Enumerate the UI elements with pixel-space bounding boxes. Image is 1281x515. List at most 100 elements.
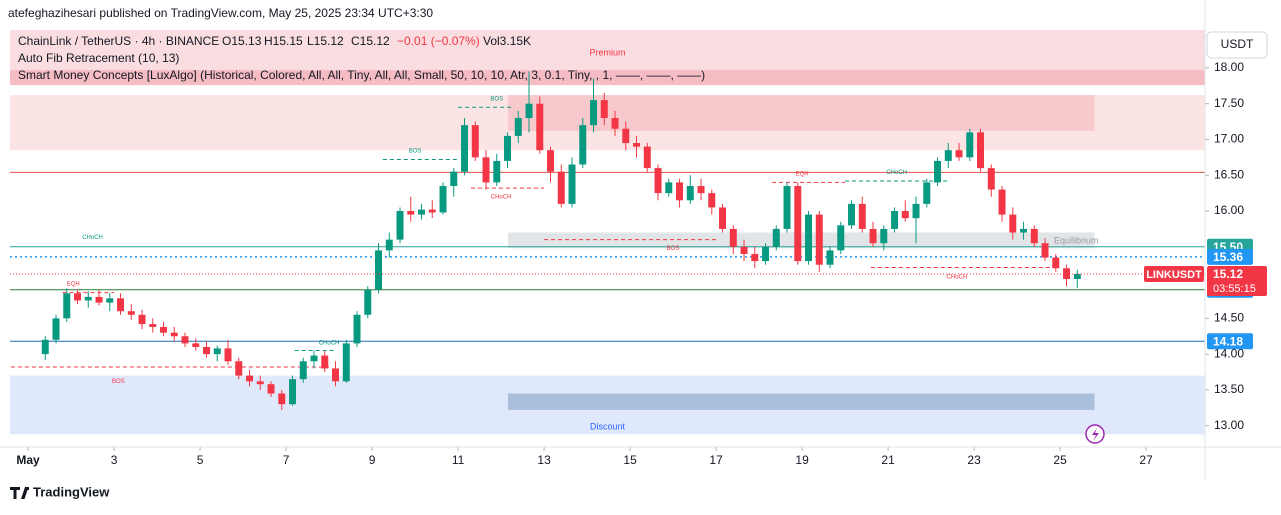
x-tick-label: 27 xyxy=(1139,453,1153,467)
candle-body xyxy=(149,324,157,327)
ohlc-open: O15.13 xyxy=(222,34,262,48)
y-tick-label: 16.50 xyxy=(1214,167,1244,181)
candle-body xyxy=(407,211,415,215)
price-tag-label: 15.36 xyxy=(1213,250,1243,264)
x-tick-label: 15 xyxy=(623,453,637,467)
x-tick-label: 3 xyxy=(111,453,118,467)
y-tick-label: 18.00 xyxy=(1214,60,1244,74)
candle-body xyxy=(815,214,823,265)
x-tick-label: 5 xyxy=(197,453,204,467)
publisher: atefeghazihesari published on TradingVie… xyxy=(8,6,433,20)
candle-body xyxy=(192,343,200,347)
structure-label: EQH xyxy=(67,282,80,288)
candle-body xyxy=(611,118,619,129)
y-tick-label: 17.50 xyxy=(1214,96,1244,110)
ohlc-high: H15.15 xyxy=(264,34,303,48)
structure-label: EQH xyxy=(796,171,809,177)
candle-body xyxy=(461,125,469,172)
candle-body xyxy=(794,185,802,262)
candle-body xyxy=(719,207,727,229)
zone-label: Discount xyxy=(590,422,626,432)
x-tick-label: 17 xyxy=(709,453,723,467)
candle-body xyxy=(1073,273,1081,279)
tv-logo xyxy=(10,487,29,499)
candle-body xyxy=(590,100,598,126)
candle-body xyxy=(246,375,254,382)
x-tick-label: 23 xyxy=(967,453,981,467)
zone-label: Premium xyxy=(589,47,625,57)
structure-label: CHoCH xyxy=(82,235,103,241)
plot-area: Premium Equilibrium Discount EQH BOS CHoCH BOS… xyxy=(10,30,1205,435)
candle-body xyxy=(224,348,232,362)
symbol-tag xyxy=(1144,265,1204,282)
candle-body xyxy=(697,185,705,194)
candle-body xyxy=(181,336,189,344)
x-tick-label: 19 xyxy=(795,453,809,467)
candle-body xyxy=(1030,228,1038,244)
candle-body xyxy=(278,393,286,405)
candle-body xyxy=(1009,214,1017,233)
y-tick-label: 16.00 xyxy=(1214,203,1244,217)
candle-body xyxy=(418,209,426,215)
candle-body xyxy=(848,203,856,226)
candle-body xyxy=(912,203,920,219)
candle-body xyxy=(170,332,178,337)
symbol: ChainLink / TetherUS · 4h · BINANCE xyxy=(18,34,219,48)
candle-body xyxy=(299,361,307,380)
candle-body xyxy=(934,160,942,183)
candle-body xyxy=(676,182,684,201)
candle-body xyxy=(342,343,350,382)
candle-body xyxy=(321,355,329,369)
candle-body xyxy=(514,118,522,136)
candle-body xyxy=(944,150,952,161)
symbol-tag-label: LINKUSDT xyxy=(1146,269,1202,281)
indicator: Auto Fib Retracement (10, 13) xyxy=(18,51,179,65)
structure-label: CHoCH xyxy=(886,170,907,176)
candle-body xyxy=(633,143,641,147)
candle-body xyxy=(772,228,780,247)
candle-body xyxy=(654,168,662,194)
candle-body xyxy=(84,296,92,301)
candle-body xyxy=(837,225,845,251)
candle-body xyxy=(74,293,82,301)
last-price-tag xyxy=(1207,265,1267,296)
candle-body xyxy=(310,355,318,362)
currency: USDT xyxy=(1221,37,1254,51)
candle-body xyxy=(235,361,243,376)
candle-body xyxy=(891,211,899,229)
currency-box[interactable] xyxy=(1206,31,1268,59)
candle-body xyxy=(998,189,1006,215)
x-tick-label: 13 xyxy=(537,453,551,467)
price-tag xyxy=(1207,248,1253,265)
candle-body xyxy=(751,253,759,262)
zone xyxy=(507,393,1095,410)
candle-body xyxy=(256,381,264,385)
candle-body xyxy=(977,132,985,169)
candle-body xyxy=(127,311,135,315)
candle-body xyxy=(869,228,877,244)
candle-body xyxy=(536,103,544,151)
candle-body xyxy=(375,250,383,290)
y-tick-label: 13.00 xyxy=(1214,418,1244,432)
candle-body xyxy=(1052,257,1060,269)
structure-label: BOS xyxy=(409,149,422,155)
candle-body xyxy=(428,209,436,213)
candle-body xyxy=(504,135,512,161)
candle-body xyxy=(482,157,490,183)
candle-body xyxy=(525,103,533,119)
y-tick-label: 14.00 xyxy=(1214,346,1244,360)
candle-body xyxy=(353,314,361,344)
candle-body xyxy=(826,250,834,265)
structure-label: BOS xyxy=(112,379,125,385)
y-tick-label: 13.50 xyxy=(1214,382,1244,396)
candle-body xyxy=(471,125,479,158)
candle-body xyxy=(622,128,630,144)
candle-body xyxy=(729,228,737,247)
x-tick-label: 11 xyxy=(452,453,465,467)
volume: Vol3.15K xyxy=(483,34,531,48)
footer: TradingView xyxy=(33,484,110,499)
candle-body xyxy=(686,185,694,201)
candle-body xyxy=(987,168,995,190)
alert-bolt xyxy=(1092,428,1099,441)
candle-body xyxy=(740,246,748,254)
